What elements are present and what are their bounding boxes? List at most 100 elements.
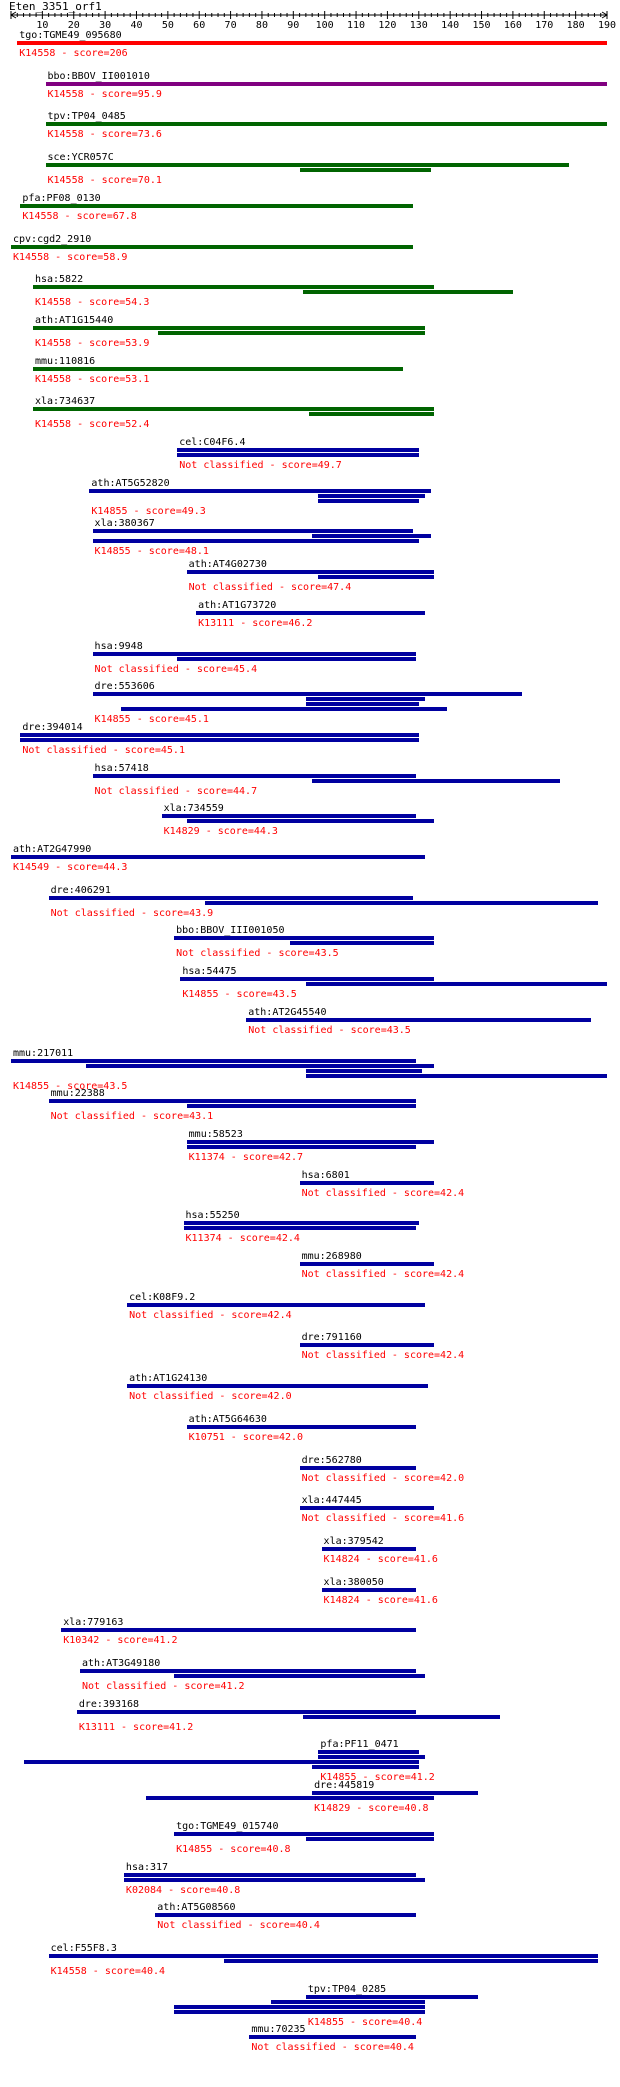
hit-alignment-bar[interactable] [299,1506,435,1511]
hit-annotation[interactable]: Not classified - score=45.4 [94,663,258,675]
hit-alignment-bar[interactable] [92,539,419,544]
hit-alignment-bar[interactable] [45,81,607,86]
hit-annotation[interactable]: Not classified - score=40.4 [251,2042,414,2054]
hit-alignment-bar[interactable] [89,488,432,493]
hit-alignment-bar[interactable] [305,1073,607,1078]
hit-alignment-bar[interactable] [80,1669,416,1673]
hit-annotation[interactable]: K13111 - score=41.2 [78,1721,194,1733]
hit-alignment-bar[interactable] [321,1546,416,1551]
hit-name-link[interactable]: pfa:PF11_0471 [320,1739,399,1751]
hit-name-link[interactable]: dre:562780 [301,1454,362,1466]
hit-name-link[interactable]: xla:380050 [323,1576,384,1588]
hit-alignment-bar[interactable] [92,692,523,697]
hit-alignment-bar[interactable] [20,737,419,742]
hit-alignment-bar[interactable] [123,1872,416,1877]
hit-annotation[interactable]: K13111 - score=46.2 [198,617,313,629]
hit-alignment-bar[interactable] [48,895,413,900]
hit-alignment-bar[interactable] [312,778,560,783]
hit-name-link[interactable]: ath:AT5G08560 [157,1902,236,1914]
hit-name-link[interactable]: dre:394014 [22,721,83,733]
hit-alignment-bar[interactable] [127,1302,426,1307]
hit-annotation[interactable]: K14855 - score=41.2 [320,1772,435,1784]
hit-name-link[interactable]: dre:553606 [94,681,155,693]
hit-annotation[interactable]: Not classified - score=40.4 [157,1920,320,1932]
hit-name-link[interactable]: cpv:cgd2_2910 [13,233,92,245]
hit-alignment-bar[interactable] [186,1104,416,1109]
hit-annotation[interactable]: Not classified - score=42.4 [301,1269,465,1280]
hit-alignment-bar[interactable] [312,1791,479,1796]
hit-annotation[interactable]: Not classified - score=44.7 [94,785,258,797]
hit-annotation[interactable]: K14558 - score=67.8 [22,210,137,222]
hit-annotation[interactable]: Not classified - score=45.1 [22,744,185,756]
hit-alignment-bar[interactable] [302,290,513,295]
hit-alignment-bar[interactable] [174,1674,426,1678]
hit-annotation[interactable]: K14855 - score=49.3 [91,505,206,517]
hit-annotation[interactable]: K14855 - score=45.1 [94,714,209,726]
hit-annotation[interactable]: K14855 - score=43.5 [13,1080,128,1092]
hit-alignment-bar[interactable] [318,1755,426,1760]
hit-alignment-bar[interactable] [174,1831,435,1836]
hit-alignment-bar[interactable] [177,656,416,661]
hit-annotation[interactable]: K14824 - score=41.6 [323,1594,438,1606]
hit-annotation[interactable]: Not classified - score=43.9 [50,907,214,919]
hit-annotation[interactable]: K11374 - score=42.4 [185,1233,300,1245]
hit-name-link[interactable]: bbo:BBOV_III001050 [176,925,285,937]
hit-name-link[interactable]: sce:YCR057C [47,152,114,164]
hit-name-link[interactable]: cel:C04F6.4 [179,437,246,448]
hit-name-link[interactable]: xla:734637 [34,396,96,408]
hit-name-link[interactable]: cel:F55F8.3 [50,1942,117,1954]
hit-annotation[interactable]: K14558 - score=52.4 [34,419,150,431]
hit-alignment-bar[interactable] [186,1424,416,1429]
hit-alignment-bar[interactable] [299,1465,416,1470]
hit-annotation[interactable]: K14549 - score=44.3 [13,862,128,873]
hit-alignment-bar[interactable] [186,570,435,575]
hit-alignment-bar[interactable] [123,1877,426,1882]
hit-name-link[interactable]: ath:AT1G24130 [129,1373,208,1385]
hit-annotation[interactable]: K10342 - score=41.2 [63,1635,178,1647]
hit-annotation[interactable]: Not classified - score=43.5 [248,1024,411,1036]
hit-name-link[interactable]: ath:AT3G49180 [82,1658,161,1669]
hit-alignment-bar[interactable] [158,330,426,335]
hit-alignment-bar[interactable] [86,1063,435,1068]
hit-annotation[interactable]: Not classified - score=42.4 [129,1309,292,1321]
hit-alignment-bar[interactable] [183,1226,416,1231]
hit-alignment-bar[interactable] [45,163,570,168]
hit-alignment-bar[interactable] [302,1714,501,1719]
hit-alignment-bar[interactable] [23,1760,419,1765]
hit-annotation[interactable]: K14558 - score=73.6 [47,129,162,141]
hit-name-link[interactable]: dre:406291 [50,884,111,896]
hit-annotation[interactable]: K14855 - score=40.8 [176,1843,291,1855]
hit-alignment-bar[interactable] [155,1913,416,1918]
hit-name-link[interactable]: hsa:55250 [185,1210,240,1222]
hit-name-link[interactable]: pfa:PF08_0130 [22,192,101,204]
hit-name-link[interactable]: hsa:317 [125,1861,169,1873]
hit-annotation[interactable]: Not classified - score=42.4 [301,1350,465,1362]
hit-alignment-bar[interactable] [92,529,413,534]
hit-annotation[interactable]: Not classified - score=47.4 [188,582,352,594]
hit-name-link[interactable]: hsa:57418 [94,762,149,774]
hit-annotation[interactable]: K02084 - score=40.8 [125,1884,241,1896]
hit-annotation[interactable]: K14558 - score=70.1 [47,175,162,187]
hit-name-link[interactable]: hsa:9948 [94,640,143,652]
hit-alignment-bar[interactable] [309,412,435,417]
hit-annotation[interactable]: K14558 - score=206 [19,48,128,59]
hit-annotation[interactable]: K14829 - score=44.3 [163,826,278,838]
hit-alignment-bar[interactable] [312,1765,419,1770]
hit-alignment-bar[interactable] [305,982,607,987]
hit-alignment-bar[interactable] [299,1180,435,1185]
hit-name-link[interactable]: tpv:TP04_0485 [47,111,126,123]
hit-alignment-bar[interactable] [186,1139,435,1144]
hit-alignment-bar[interactable] [318,493,426,498]
hit-alignment-bar[interactable] [45,122,607,127]
hit-alignment-bar[interactable] [127,1384,429,1389]
hit-annotation[interactable]: Not classified - score=43.5 [176,948,339,960]
hit-name-link[interactable]: tpv:TP04_0285 [307,1983,387,1995]
hit-annotation[interactable]: Not classified - score=43.1 [50,1111,214,1123]
hit-name-link[interactable]: ath:AT5G52820 [91,477,170,489]
hit-alignment-bar[interactable] [20,203,413,208]
hit-name-link[interactable]: hsa:54475 [182,966,237,978]
hit-alignment-bar[interactable] [299,168,432,173]
hit-alignment-bar[interactable] [224,1958,598,1963]
hit-alignment-bar[interactable] [32,407,435,412]
hit-alignment-bar[interactable] [11,855,426,859]
